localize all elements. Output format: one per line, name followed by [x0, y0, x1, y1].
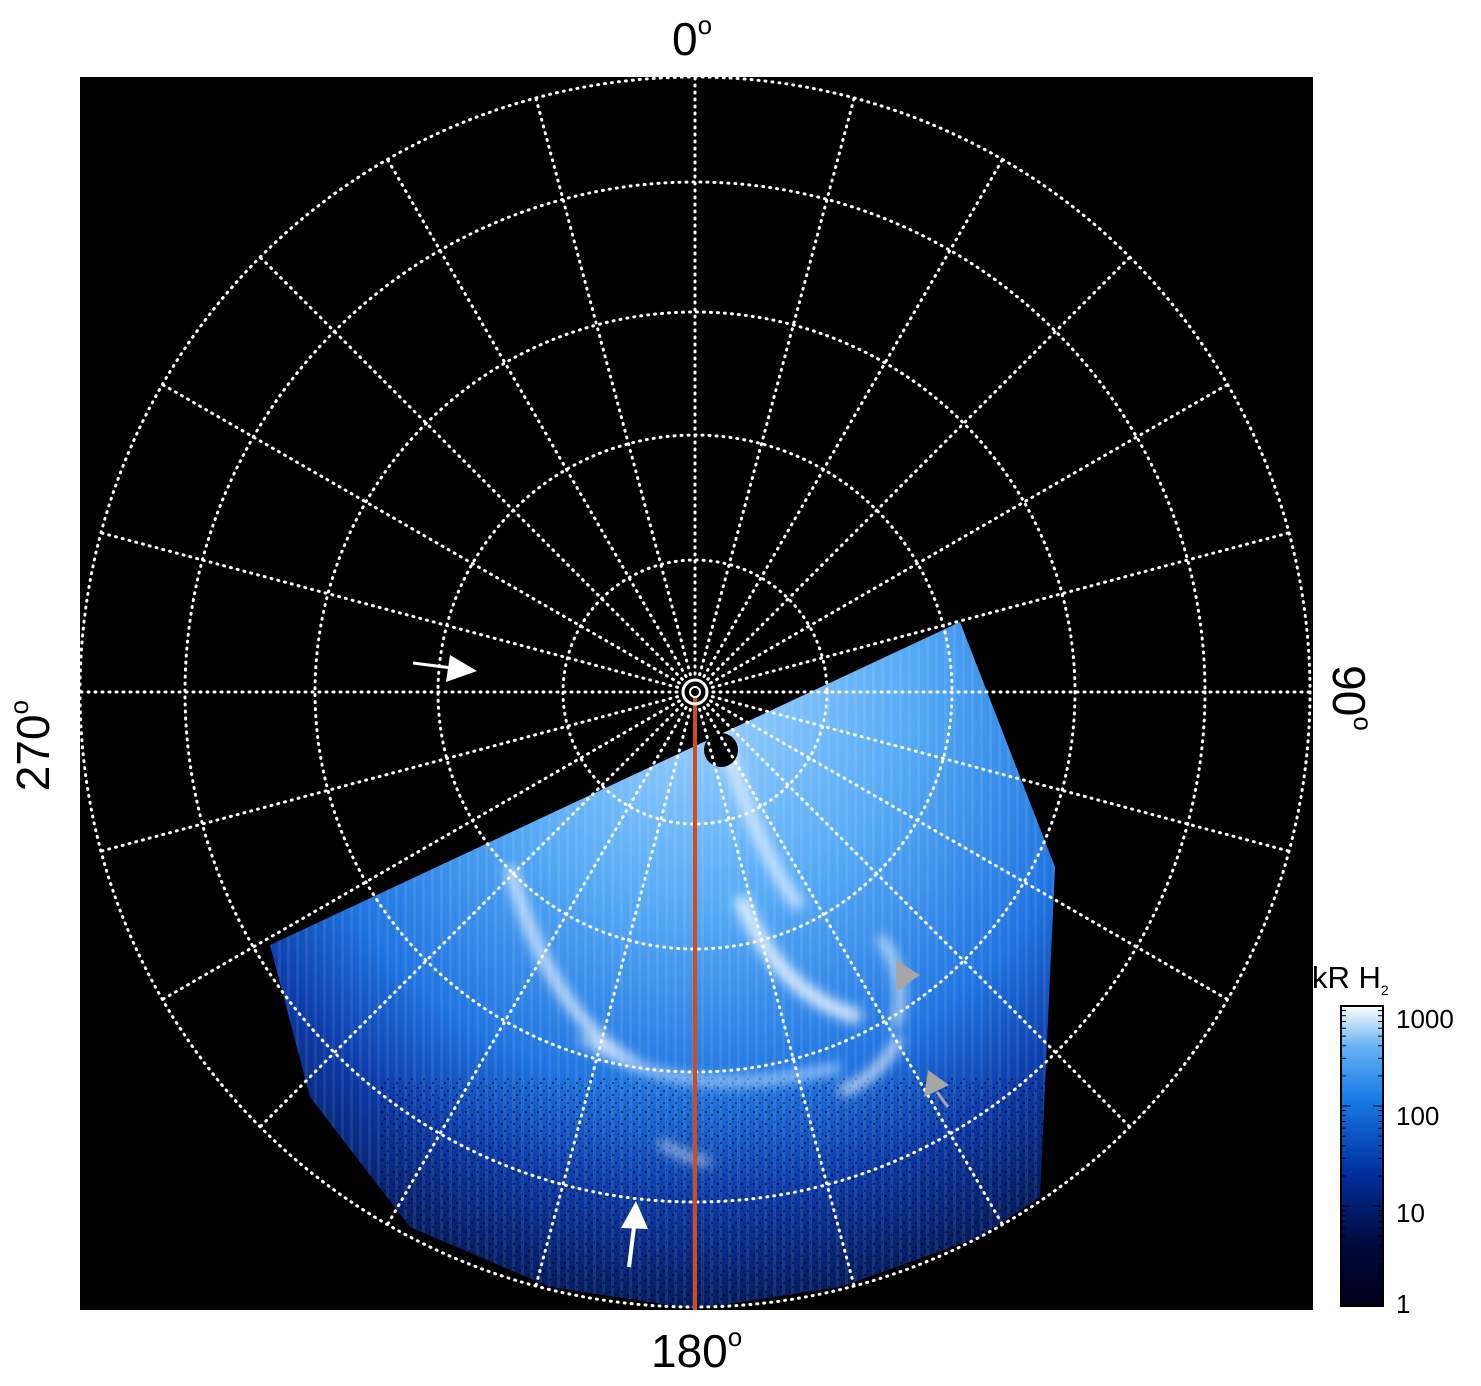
longitude-meridian [706, 255, 1132, 681]
grey-arrow-upper [896, 960, 920, 992]
longitude-meridian [258, 255, 684, 681]
longitude-meridian [709, 699, 1230, 1001]
longitude-meridian [710, 695, 1291, 853]
longitude-meridian [709, 383, 1230, 685]
longitude-meridian [99, 695, 680, 853]
longitude-meridian [534, 707, 692, 1288]
longitude-meridian [702, 706, 1004, 1227]
longitude-meridian [386, 706, 688, 1227]
longitude-label-180: 180o [651, 1322, 743, 1377]
longitude-meridian [710, 531, 1291, 689]
colorbar-tick-1: 1 [1396, 1289, 1411, 1319]
longitude-meridian [160, 383, 681, 685]
longitude-meridian [706, 703, 1132, 1129]
longitude-meridian [698, 707, 856, 1288]
longitude-label-90: 90o [1323, 665, 1378, 731]
longitude-label-270: 270o [4, 700, 59, 792]
longitude-meridian [702, 157, 1004, 678]
colorbar-tick-10: 10 [1396, 1198, 1425, 1228]
colorbar-title: kR H2 [1312, 960, 1389, 999]
pole-marker [681, 678, 709, 706]
longitude-meridian [258, 703, 684, 1129]
white-arrow-bottom [621, 1201, 648, 1268]
longitude-meridian [160, 699, 681, 1001]
colorbar-tick-1000: 1000 [1396, 1004, 1454, 1034]
longitude-meridian [386, 157, 688, 678]
longitude-meridian [534, 96, 692, 677]
colorbar [1340, 1005, 1384, 1307]
polar-auroral-image [80, 77, 1313, 1310]
white-arrow-left [412, 655, 477, 682]
longitude-meridian [99, 531, 680, 689]
colorbar-tick-100: 100 [1396, 1101, 1440, 1131]
grey-arrow-lower [924, 1070, 950, 1108]
longitude-meridian [698, 96, 856, 677]
longitude-label-0: 0o [672, 10, 713, 65]
